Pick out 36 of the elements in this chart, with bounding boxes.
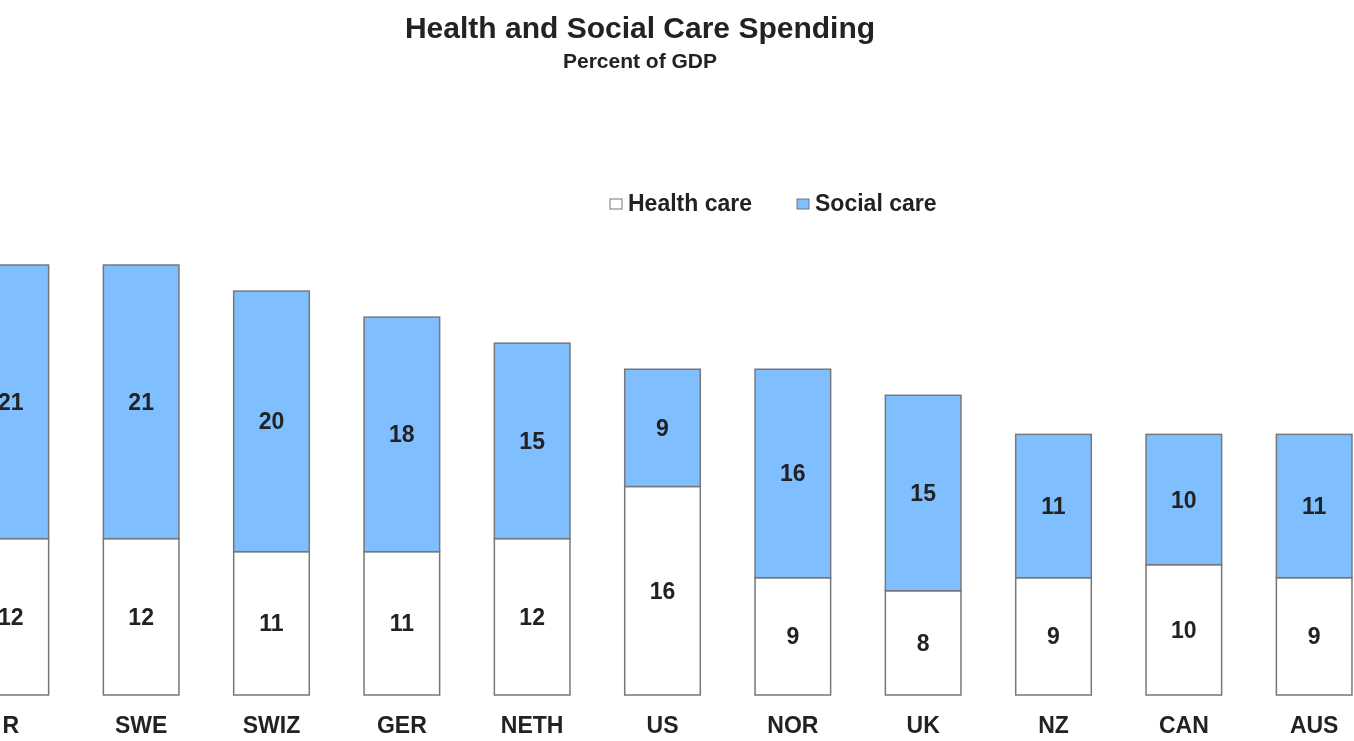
x-tick-label: SWIZ [242,712,301,738]
x-tick-label: UK [906,712,941,738]
data-label: 18 [389,421,415,448]
x-tick-label: CAN [1158,712,1209,738]
data-label: 8 [916,629,930,656]
chart-title: Health and Social Care Spending [404,11,876,44]
data-label: 9 [1047,623,1060,650]
data-label: 16 [780,460,806,487]
data-label: 9 [656,414,669,441]
data-label: 15 [910,480,937,507]
x-tick-label: NETH [500,712,564,738]
data-label: 11 [1302,493,1327,520]
data-label: 9 [1307,623,1321,650]
chart-subtitle: Percent of GDP [562,49,718,72]
data-label: 12 [0,603,24,630]
x-tick-label: SWE [114,712,168,738]
data-label: 11 [1041,493,1066,520]
x-tick-label: GER [376,712,428,738]
legend-label: Social care [815,190,937,216]
x-tick-label: NZ [1038,712,1069,738]
x-tick-label: US [646,712,679,738]
data-label: 11 [259,610,284,637]
x-tick-label: AUS [1289,712,1339,738]
data-label: 20 [258,408,285,435]
data-label: 9 [786,623,800,650]
data-label: 16 [649,577,676,604]
x-tick-label: R [2,712,20,738]
data-label: 12 [519,603,545,630]
data-label: 10 [1171,616,1197,643]
x-tick-label: NOR [767,712,819,738]
data-label: 11 [389,610,415,637]
legend-label: Health care [628,190,753,216]
data-label: 21 [128,388,155,415]
data-label: 12 [128,603,154,630]
data-label: 15 [519,427,546,454]
data-label: 10 [1171,486,1197,513]
